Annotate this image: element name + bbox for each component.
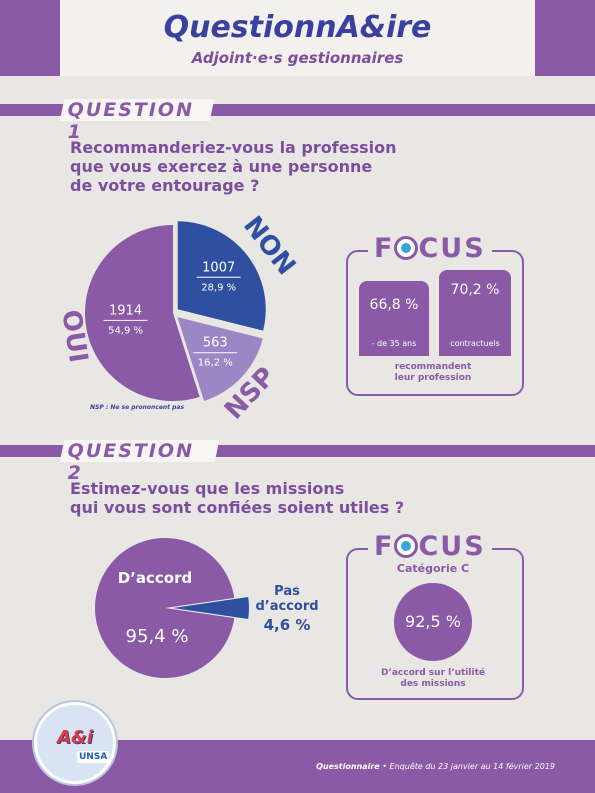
pie-slice-pas-daccord bbox=[173, 597, 249, 619]
pie-slice-non bbox=[177, 221, 266, 331]
pie-count-oui: 1914 bbox=[109, 303, 142, 318]
pie-slice-oui bbox=[85, 225, 200, 401]
page-title: QuestionnA&ire bbox=[163, 10, 432, 45]
focus-bar-label: contractuels bbox=[450, 339, 500, 348]
page-subtitle: Adjoint·e·s gestionnaires bbox=[191, 49, 404, 67]
footer-text: Questionnaire • Enquête du 23 janvier au… bbox=[316, 762, 555, 771]
q1-text: Recommanderiez-vous la profession que vo… bbox=[70, 138, 397, 195]
pie-slice-nsp bbox=[177, 317, 263, 401]
focus-bar-under-35: 66,8 % - de 35 ans bbox=[359, 281, 429, 356]
pie2-label-pas-daccord-1: Pas bbox=[274, 584, 300, 599]
focus-title-2: F CUS bbox=[368, 531, 492, 562]
footer-dates: • Enquête du 23 janvier au 14 février 20… bbox=[379, 762, 555, 771]
focus-bar-value: 66,8 % bbox=[369, 297, 419, 313]
focus-bar-label: - de 35 ans bbox=[371, 339, 417, 348]
focus-title-2-b: CUS bbox=[418, 531, 486, 562]
focus-title-1-b: CUS bbox=[418, 233, 486, 264]
focus-title-1: F CUS bbox=[368, 233, 492, 264]
pie2-label-daccord: D’accord bbox=[118, 569, 193, 587]
pie-percent-non: 28,9 % bbox=[201, 282, 236, 293]
eye-icon bbox=[394, 236, 419, 260]
q1-label: QUESTION 1 bbox=[67, 99, 194, 143]
eye-icon bbox=[394, 534, 419, 558]
header-bar bbox=[0, 0, 595, 76]
pie-percent-oui: 54,9 % bbox=[108, 325, 143, 336]
focus-caption-2: D’accord sur l’utilité des missions bbox=[380, 668, 486, 689]
focus-category: Catégorie C bbox=[396, 562, 470, 575]
pie-count-non: 1007 bbox=[202, 260, 235, 275]
pie2-percent-pas-daccord: 4,6 % bbox=[264, 616, 311, 634]
pie2-label-pas-daccord-2: d’accord bbox=[255, 599, 318, 614]
pie-count-nsp: 563 bbox=[203, 336, 228, 351]
focus-title-1-a: F bbox=[374, 233, 395, 264]
pie-percent-nsp: 16,2 % bbox=[198, 358, 233, 369]
q2-text: Estimez-vous que les missions qui vous s… bbox=[70, 479, 405, 517]
logo-badge: A&i UNSA bbox=[34, 702, 116, 784]
focus-circle-value: 92,5 % bbox=[394, 583, 472, 661]
header-band bbox=[60, 0, 535, 76]
focus-bar-value: 70,2 % bbox=[450, 282, 500, 298]
pie-slice-daccord bbox=[94, 538, 235, 678]
q1-label-box: QUESTION 1 bbox=[59, 99, 215, 143]
focus-title-2-a: F bbox=[374, 531, 395, 562]
focus-caption-1: recommandent leur profession bbox=[394, 362, 472, 383]
q2-label: QUESTION 2 bbox=[67, 440, 194, 484]
pie2-percent-daccord: 95,4 % bbox=[126, 626, 189, 647]
q2-label-box: QUESTION 2 bbox=[59, 440, 220, 484]
focus-bar-contractuels: 70,2 % contractuels bbox=[439, 270, 511, 356]
logo-sub: UNSA bbox=[77, 751, 110, 763]
logo-text: A&i bbox=[57, 727, 93, 748]
footer-title: Questionnaire bbox=[316, 762, 380, 771]
nsp-note: NSP : Ne se prononcent pas bbox=[90, 404, 185, 411]
